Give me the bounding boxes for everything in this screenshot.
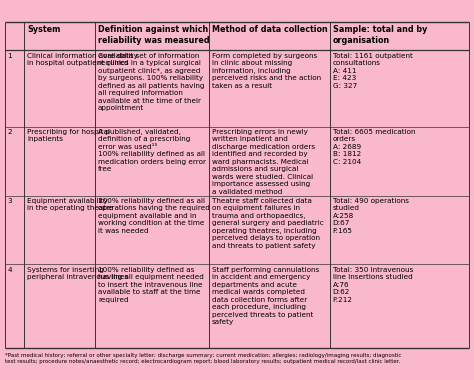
Bar	[5, 22, 469, 348]
Text: 1: 1	[8, 52, 12, 59]
Text: 2: 2	[8, 129, 12, 135]
Text: Core data set of information
required in a typical surgical
outpatient clinic*, : Core data set of information required in…	[98, 52, 205, 111]
Text: Definition against which
reliability was measured: Definition against which reliability was…	[98, 25, 210, 45]
Text: Clinical information availability
in hospital outpatient clinics: Clinical information availability in hos…	[27, 52, 138, 66]
Text: Total: 6605 medication
orders
A: 2689
B: 1812
C: 2104: Total: 6605 medication orders A: 2689 B:…	[333, 129, 415, 165]
Text: Equipment availability
in the operating theatre: Equipment availability in the operating …	[27, 198, 114, 211]
Text: 3: 3	[8, 198, 12, 204]
Text: Total: 490 operations
studied
A:258
D:67
F:165: Total: 490 operations studied A:258 D:67…	[333, 198, 409, 234]
Text: Theatre staff collected data
on equipment failures in
trauma and orthopaedics,
g: Theatre staff collected data on equipmen…	[212, 198, 324, 249]
Text: Systems for inserting
peripheral intravenous lines: Systems for inserting peripheral intrave…	[27, 267, 128, 280]
Text: System: System	[27, 25, 60, 34]
Text: Prescribing errors in newly
written inpatient and
discharge medication orders
id: Prescribing errors in newly written inpa…	[212, 129, 315, 195]
Text: *Past medical history; referral or other specialty letter; discharge summary; cu: *Past medical history; referral or other…	[5, 353, 401, 364]
Text: Form completed by surgeons
in clinic about missing
information, including
percei: Form completed by surgeons in clinic abo…	[212, 52, 321, 89]
Text: Total: 350 intravenous
line insertions studied
A:76
D:62
F:212: Total: 350 intravenous line insertions s…	[333, 267, 413, 303]
Text: A published, validated,
definition of a prescribing
error was used¹⁵
100% reliab: A published, validated, definition of a …	[98, 129, 206, 173]
Text: Method of data collection: Method of data collection	[212, 25, 328, 34]
Text: Prescribing for hospital
inpatients: Prescribing for hospital inpatients	[27, 129, 110, 142]
Text: 100% reliability defined as all
operations having the required
equipment availab: 100% reliability defined as all operatio…	[98, 198, 210, 234]
Text: Total: 1161 outpatient
consultations
A: 411
E: 423
G: 327: Total: 1161 outpatient consultations A: …	[333, 52, 412, 89]
Text: Sample: total and by
organisation: Sample: total and by organisation	[333, 25, 427, 45]
Text: Staff performing cannulations
in accident and emergency
departments and acute
me: Staff performing cannulations in acciden…	[212, 267, 319, 325]
Text: 100% reliability defined as
having all equipment needed
to insert the intravenou: 100% reliability defined as having all e…	[98, 267, 204, 303]
Text: 4: 4	[8, 267, 12, 273]
